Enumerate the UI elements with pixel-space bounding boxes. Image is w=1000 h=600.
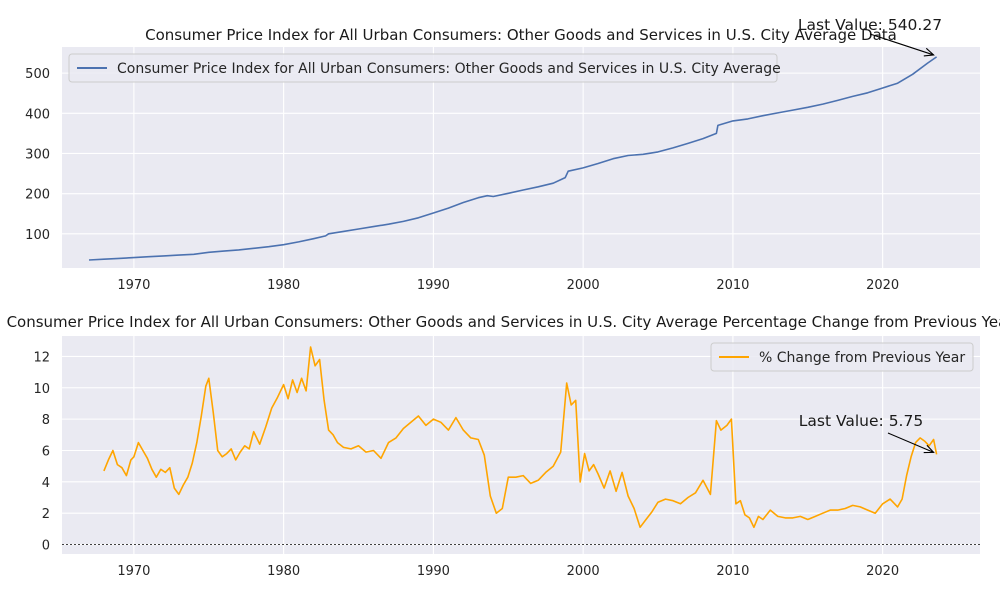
annotation-arrow-head bbox=[923, 47, 935, 57]
x-tick-label: 1980 bbox=[267, 278, 300, 293]
x-tick-label: 1980 bbox=[267, 564, 300, 579]
x-tick-label: 2010 bbox=[716, 278, 749, 293]
chart-panel-1: 1970 1980 1990 2000 2010 2020 100 200 300 400 500 C… bbox=[25, 16, 980, 293]
annotation-arrow-head bbox=[923, 444, 935, 454]
x-tick-label: 2020 bbox=[866, 278, 899, 293]
y-tick-label: 2 bbox=[42, 507, 50, 522]
x-tick-label: 1990 bbox=[417, 278, 450, 293]
y-tick-label: 4 bbox=[42, 476, 50, 491]
x-tick-label: 1970 bbox=[117, 278, 150, 293]
y-tick-label: 200 bbox=[25, 188, 50, 203]
legend: Consumer Price Index for All Urban Consu… bbox=[68, 53, 781, 83]
y-tick-label: 10 bbox=[33, 382, 50, 397]
y-tick-label: 400 bbox=[25, 107, 50, 122]
annotation-arrow-shaft bbox=[869, 33, 934, 56]
x-tick-label: 1990 bbox=[417, 564, 450, 579]
series-line bbox=[88, 56, 938, 261]
chart-panel-2: 1970 1980 1990 2000 2010 2020 0 2 4 6 8 10 12 Consume… bbox=[7, 313, 1000, 579]
chart-title: Consumer Price Index for All Urban Consu… bbox=[7, 313, 1000, 331]
y-tick-label: 0 bbox=[42, 539, 50, 554]
y-tick-label: 100 bbox=[25, 228, 50, 243]
x-tick-label: 1970 bbox=[117, 564, 150, 579]
chart-title: Consumer Price Index for All Urban Consu… bbox=[145, 26, 897, 44]
plot-background bbox=[62, 47, 980, 268]
x-tick-label: 2020 bbox=[866, 564, 899, 579]
annotation-arrow-shaft bbox=[887, 432, 934, 453]
x-tick-label: 2000 bbox=[567, 278, 600, 293]
last-value-annotation: Last Value: 540.27 bbox=[798, 16, 942, 34]
legend-box bbox=[710, 342, 974, 372]
last-value-annotation: Last Value: 5.75 bbox=[799, 412, 923, 430]
y-tick-label: 6 bbox=[42, 444, 50, 459]
legend-entry: Consumer Price Index for All Urban Consu… bbox=[117, 61, 781, 77]
plot-background bbox=[62, 336, 980, 554]
y-tick-label: 12 bbox=[33, 350, 50, 365]
x-tick-label: 2010 bbox=[716, 564, 749, 579]
legend: % Change from Previous Year bbox=[710, 342, 974, 372]
legend-entry: % Change from Previous Year bbox=[759, 350, 965, 366]
y-tick-label: 300 bbox=[25, 147, 50, 162]
x-tick-label: 2000 bbox=[567, 564, 600, 579]
series-line bbox=[103, 346, 938, 529]
y-tick-label: 500 bbox=[25, 67, 50, 82]
legend-box bbox=[68, 53, 778, 83]
y-tick-label: 8 bbox=[42, 413, 50, 428]
